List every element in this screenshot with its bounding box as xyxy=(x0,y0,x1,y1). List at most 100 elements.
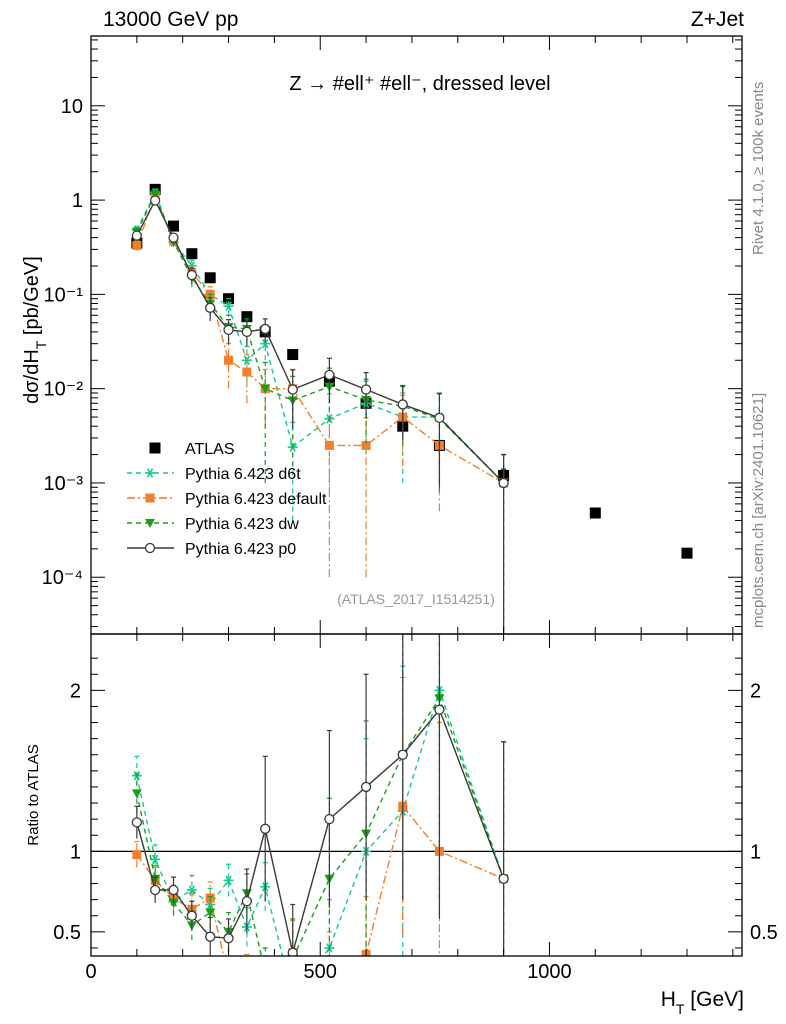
legend-label-pythia-6-423-default: Pythia 6.423 default xyxy=(185,491,327,508)
main-point-pythia-6-423-p0 xyxy=(205,302,216,313)
legend-label-atlas: ATLAS xyxy=(185,441,235,458)
main-point-pythia-6-423-default xyxy=(132,240,142,250)
main-point-pythia-6-423-p0 xyxy=(131,230,142,241)
main-point-atlas xyxy=(681,547,693,559)
main-title: Z → #ell⁺ #ell⁻, dressed level xyxy=(289,73,550,95)
main-y-tick-label: 10⁻² xyxy=(44,379,84,401)
ratio-frame xyxy=(90,633,743,957)
ratio-line-pythia-6-423-p0 xyxy=(136,708,505,953)
header-left-label: 13000 GeV pp xyxy=(103,8,238,31)
ratio-y-ticks: 0.5 0.5 1 1 2 2 xyxy=(53,657,778,949)
ratio-point-pythia-6-423-p0 xyxy=(131,817,142,828)
ratio-point-pythia-6-423-p0 xyxy=(397,749,408,760)
mcplots-label: mcplots.cern.ch [arXiv:2401.10621] xyxy=(750,393,767,628)
analysis-watermark: (ATLAS_2017_I1514251) xyxy=(337,591,495,607)
ratio-point-pythia-6-423-p0 xyxy=(205,931,216,942)
ratio-point-pythia-6-423-d6t xyxy=(186,885,197,895)
main-y-tick-label: 10⁻³ xyxy=(44,473,84,495)
ratio-point-pythia-6-423-p0 xyxy=(498,873,509,884)
main-point-pythia-6-423-dw xyxy=(260,384,271,394)
ratio-point-pythia-6-423-d6t-stroke xyxy=(225,875,232,886)
legend-entry-pythia-6-423-default: Pythia 6.423 default xyxy=(127,491,327,508)
ratio-y-tick-label: 0.5 xyxy=(53,922,81,944)
main-point-pythia-6-423-p0 xyxy=(241,326,253,338)
legend-label-pythia-6-423-p0: Pythia 6.423 p0 xyxy=(185,541,296,558)
main-point-atlas xyxy=(241,311,253,323)
ratio-point-pythia-6-423-dw xyxy=(168,898,179,908)
x-axis-ticks: 0 500 1000 xyxy=(85,36,734,983)
main-point-atlas xyxy=(589,507,601,519)
legend-marker-pythia-6-423-d6t xyxy=(145,468,155,478)
main-point-pythia-6-423-d6t-stroke xyxy=(262,338,269,349)
main-point-pythia-6-423-p0 xyxy=(287,384,298,395)
ratio-point-pythia-6-423-p0 xyxy=(150,884,161,896)
ratio-point-pythia-6-423-d6t xyxy=(223,875,234,886)
main-line-pythia-6-423-default xyxy=(136,194,504,484)
main-point-pythia-6-423-default xyxy=(324,440,334,450)
ratio-point-pythia-6-423-d6t-stroke xyxy=(188,885,196,895)
main-point-pythia-6-423-default xyxy=(242,367,252,377)
x-tick-label: 500 xyxy=(304,961,337,983)
main-point-pythia-6-423-p0 xyxy=(168,232,179,243)
main-line-pythia-6-423-d6t xyxy=(136,190,505,484)
ratio-series-pythia-6-423-p0 xyxy=(131,634,509,956)
x-axis-label: HT [GeV] xyxy=(661,988,744,1017)
main-line-pythia-6-423-dw xyxy=(136,192,505,484)
legend-marker-pythia-6-423-default xyxy=(145,493,155,503)
main-point-pythia-6-423-default xyxy=(361,440,371,450)
main-y-axis-label: dσ/dHT [pb/GeV] xyxy=(21,256,49,404)
main-y-tick-label: 1 xyxy=(72,190,83,212)
legend-entry-pythia-6-423-p0: Pythia 6.423 p0 xyxy=(127,541,296,558)
legend: ATLAS Pythia 6.423 d6t Pythia 6.423 defaul… xyxy=(127,441,327,558)
legend-entry-atlas: ATLAS xyxy=(149,441,235,458)
main-series-pythia-6-423-p0 xyxy=(131,195,509,634)
ratio-point-pythia-6-423-p0 xyxy=(260,823,271,834)
main-y-tick-label: 10 xyxy=(61,96,83,118)
header-right-label: Z+Jet xyxy=(691,8,744,31)
legend-marker-pythia-6-423-dw xyxy=(145,519,155,528)
legend-marker-pythia-6-423-p0 xyxy=(144,542,156,554)
ratio-point-pythia-6-423-p0 xyxy=(223,933,234,944)
ratio-y-axis-label: Ratio to ATLAS xyxy=(25,744,42,845)
ratio-point-pythia-6-423-p0 xyxy=(241,896,253,907)
main-y-tick-label: 10⁻⁴ xyxy=(42,567,83,589)
ratio-y-tick-label: 1 xyxy=(70,841,81,863)
ratio-panel: 0.5 0.5 1 1 2 2 Ratio to ATLAS xyxy=(25,633,778,957)
ratio-point-pythia-6-423-default xyxy=(132,850,142,860)
ratio-point-pythia-6-423-p0 xyxy=(324,814,335,825)
main-y-tick-label: 10⁻¹ xyxy=(44,284,84,306)
main-point-pythia-6-423-p0 xyxy=(360,384,372,395)
main-point-atlas xyxy=(287,349,299,361)
main-point-pythia-6-423-d6t-stroke xyxy=(243,355,251,366)
ratio-y-tick-label-right: 0.5 xyxy=(750,922,778,944)
main-point-pythia-6-423-d6t xyxy=(223,301,234,311)
main-panel: Z → #ell⁺ #ell⁻, dressed level (ATLAS_20… xyxy=(21,35,743,635)
ratio-point-pythia-6-423-d6t-stroke xyxy=(151,854,159,865)
rivet-version-label: Rivet 4.1.0, ≥ 100k events xyxy=(750,82,767,255)
ratio-point-pythia-6-423-dw xyxy=(205,908,216,918)
main-point-pythia-6-423-p0 xyxy=(324,369,335,381)
ratio-point-pythia-6-423-p0 xyxy=(287,947,298,956)
ratio-data-layer xyxy=(131,634,509,956)
ratio-y-tick-label-right: 2 xyxy=(750,680,761,702)
legend-entry-pythia-6-423-d6t: Pythia 6.423 d6t xyxy=(127,466,301,483)
main-point-pythia-6-423-p0 xyxy=(223,324,234,336)
ratio-point-pythia-6-423-p0 xyxy=(186,910,198,921)
legend-marker-atlas xyxy=(149,442,161,454)
main-point-pythia-6-423-default xyxy=(224,355,234,365)
ratio-y-tick-label: 2 xyxy=(70,680,81,702)
main-point-pythia-6-423-p0 xyxy=(498,477,509,489)
main-point-pythia-6-423-p0 xyxy=(150,195,161,206)
ratio-point-pythia-6-423-d6t xyxy=(150,854,161,865)
ratio-line-pythia-6-423-d6t xyxy=(136,688,505,956)
x-tick-label: 0 xyxy=(85,961,96,983)
main-point-pythia-6-423-d6t xyxy=(241,355,252,366)
main-point-atlas xyxy=(204,272,216,284)
ratio-point-pythia-6-423-p0 xyxy=(434,704,445,715)
main-y-ticks: 10⁻⁴ 10⁻³ 10⁻² 10⁻¹ 1 10 xyxy=(42,39,742,628)
main-point-pythia-6-423-p0 xyxy=(186,269,198,281)
legend-entry-pythia-6-423-dw: Pythia 6.423 dw xyxy=(127,516,299,533)
ratio-point-pythia-6-423-p0 xyxy=(360,781,372,793)
